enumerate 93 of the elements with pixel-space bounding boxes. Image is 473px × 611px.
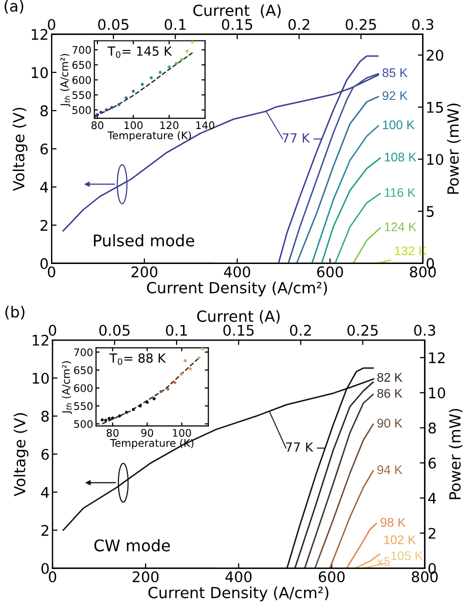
x2-tick-label: 0.25 xyxy=(346,18,376,30)
x2-tick-label: 0.2 xyxy=(290,324,311,336)
x2-axis-title: Current (A) xyxy=(197,310,280,324)
y-tick-label: 2 xyxy=(40,220,48,231)
x-axis-title: Current Density (A/cm²) xyxy=(147,282,327,296)
x-tick-label: 400 xyxy=(225,571,252,582)
x2-tick-label: 0.15 xyxy=(222,18,252,30)
x-tick-label: 400 xyxy=(224,266,250,278)
x2-tick-label: 0.25 xyxy=(347,324,378,336)
x2-tick-label: 0 xyxy=(48,324,56,336)
x-tick-label: 200 xyxy=(132,571,159,582)
y-axis-title: Voltage (V) xyxy=(12,108,28,191)
series-label: 108 K xyxy=(384,152,416,162)
y-tick-label: 650 xyxy=(72,61,91,69)
y-tick-label: 650 xyxy=(74,366,93,374)
y2-tick-label: 15 xyxy=(427,102,443,113)
x-tick-label: 100 xyxy=(124,121,143,130)
legend-label: 77 K xyxy=(286,442,314,452)
y-axis-title: J$_{th}$ (A/cm²) xyxy=(62,361,72,414)
x2-tick-label: 0.05 xyxy=(98,18,128,30)
y2-tick-label: 10 xyxy=(427,154,444,165)
y2-tick-label: 12 xyxy=(429,352,445,364)
y-tick-label: 700 xyxy=(74,348,93,356)
text: (b) xyxy=(5,306,24,320)
y2-tick-label: 6 xyxy=(428,458,436,469)
y2-tick-label: 10 xyxy=(429,387,446,398)
x-tick-label: 600 xyxy=(318,571,345,582)
x-tick-label: 0 xyxy=(48,571,56,582)
x2-tick-label: 0.05 xyxy=(99,324,130,336)
y-tick-label: 550 xyxy=(74,402,93,410)
y-tick-label: 600 xyxy=(72,76,91,84)
y-tick-label: 0 xyxy=(40,258,48,270)
y-axis-title: Voltage (V) xyxy=(14,413,28,496)
y-tick-label: 0 xyxy=(41,562,49,574)
x-tick-label: 120 xyxy=(160,121,178,130)
y-tick-label: 10 xyxy=(32,372,49,384)
x-tick-label: 200 xyxy=(132,266,158,278)
x-tick-label: 100 xyxy=(172,428,191,437)
y-tick-label: 4 xyxy=(41,487,49,498)
x2-tick-label: 0.2 xyxy=(288,18,310,30)
y-tick-label: 8 xyxy=(41,410,49,422)
y-tick-label: 12 xyxy=(32,334,48,346)
y-tick-label: 550 xyxy=(72,91,91,99)
y2-tick-label: 8 xyxy=(428,422,436,434)
y-tick-label: 10 xyxy=(32,67,48,78)
y-tick-label: 500 xyxy=(74,420,93,428)
annotation: T$_{0}$= 145 K xyxy=(108,46,172,58)
y-tick-label: 500 xyxy=(72,106,91,114)
y-tick-label: 8 xyxy=(40,105,48,116)
x2-axis-title: Current (A) xyxy=(193,4,281,18)
series-label: 105 K xyxy=(391,551,423,560)
y-tick-label: 6 xyxy=(40,143,48,155)
y-tick-label: 12 xyxy=(32,28,48,40)
series-label: 102 K xyxy=(384,535,416,544)
y2-axis-title: Power (mW) xyxy=(446,104,461,194)
x-axis-title: Current Density (A/cm²) xyxy=(148,586,328,602)
series-label: 85 K xyxy=(382,68,408,78)
series-label: 86 K xyxy=(377,388,402,398)
x2-tick-label: 0.1 xyxy=(166,324,187,336)
y2-tick-label: 4 xyxy=(428,492,436,504)
text: (a) xyxy=(4,0,24,14)
y2-tick-label: 5 xyxy=(426,206,434,218)
y-axis-title: J$_{th}$ (A/cm²) xyxy=(60,54,70,107)
y-tick-label: 2 xyxy=(42,524,48,536)
series-label: 92 K xyxy=(382,91,408,100)
x2-tick-label: 0.3 xyxy=(412,18,434,30)
series-label: 98 K xyxy=(380,518,406,527)
x2-tick-label: 0.1 xyxy=(164,18,186,30)
x-tick-label: 80 xyxy=(106,428,119,437)
series-label: 82 K xyxy=(377,372,402,382)
x-tick-label: 90 xyxy=(141,428,154,437)
annotation: T$_{0}$= 88 K xyxy=(109,353,166,365)
legend-label: 77 K xyxy=(282,133,310,142)
series-label: 94 K xyxy=(377,465,402,474)
annotation: Pulsed mode xyxy=(94,234,194,246)
y2-tick-label: 20 xyxy=(426,50,444,61)
y-tick-label: 6 xyxy=(41,448,49,460)
x-tick-label: 600 xyxy=(317,266,343,278)
series-label: 116 K xyxy=(384,188,416,197)
y-tick-label: 700 xyxy=(72,46,91,54)
annotation: CW mode xyxy=(94,539,170,552)
series-label: 100 K xyxy=(382,120,415,130)
x2-tick-label: 0.15 xyxy=(223,324,254,336)
x-axis-title: Temperature (K) xyxy=(108,131,191,142)
x-tick-label: 80 xyxy=(91,121,104,130)
y-tick-label: 600 xyxy=(74,384,93,392)
y2-tick-label: 2 xyxy=(428,528,436,539)
series-label: 124 K xyxy=(384,222,416,232)
x2-tick-label: 0.3 xyxy=(414,324,436,336)
y-tick-label: 4 xyxy=(40,182,48,193)
y2-axis-title: Power (mW) xyxy=(448,408,462,500)
series-label: 90 K xyxy=(377,418,402,428)
x-tick-label: 140 xyxy=(196,121,214,130)
